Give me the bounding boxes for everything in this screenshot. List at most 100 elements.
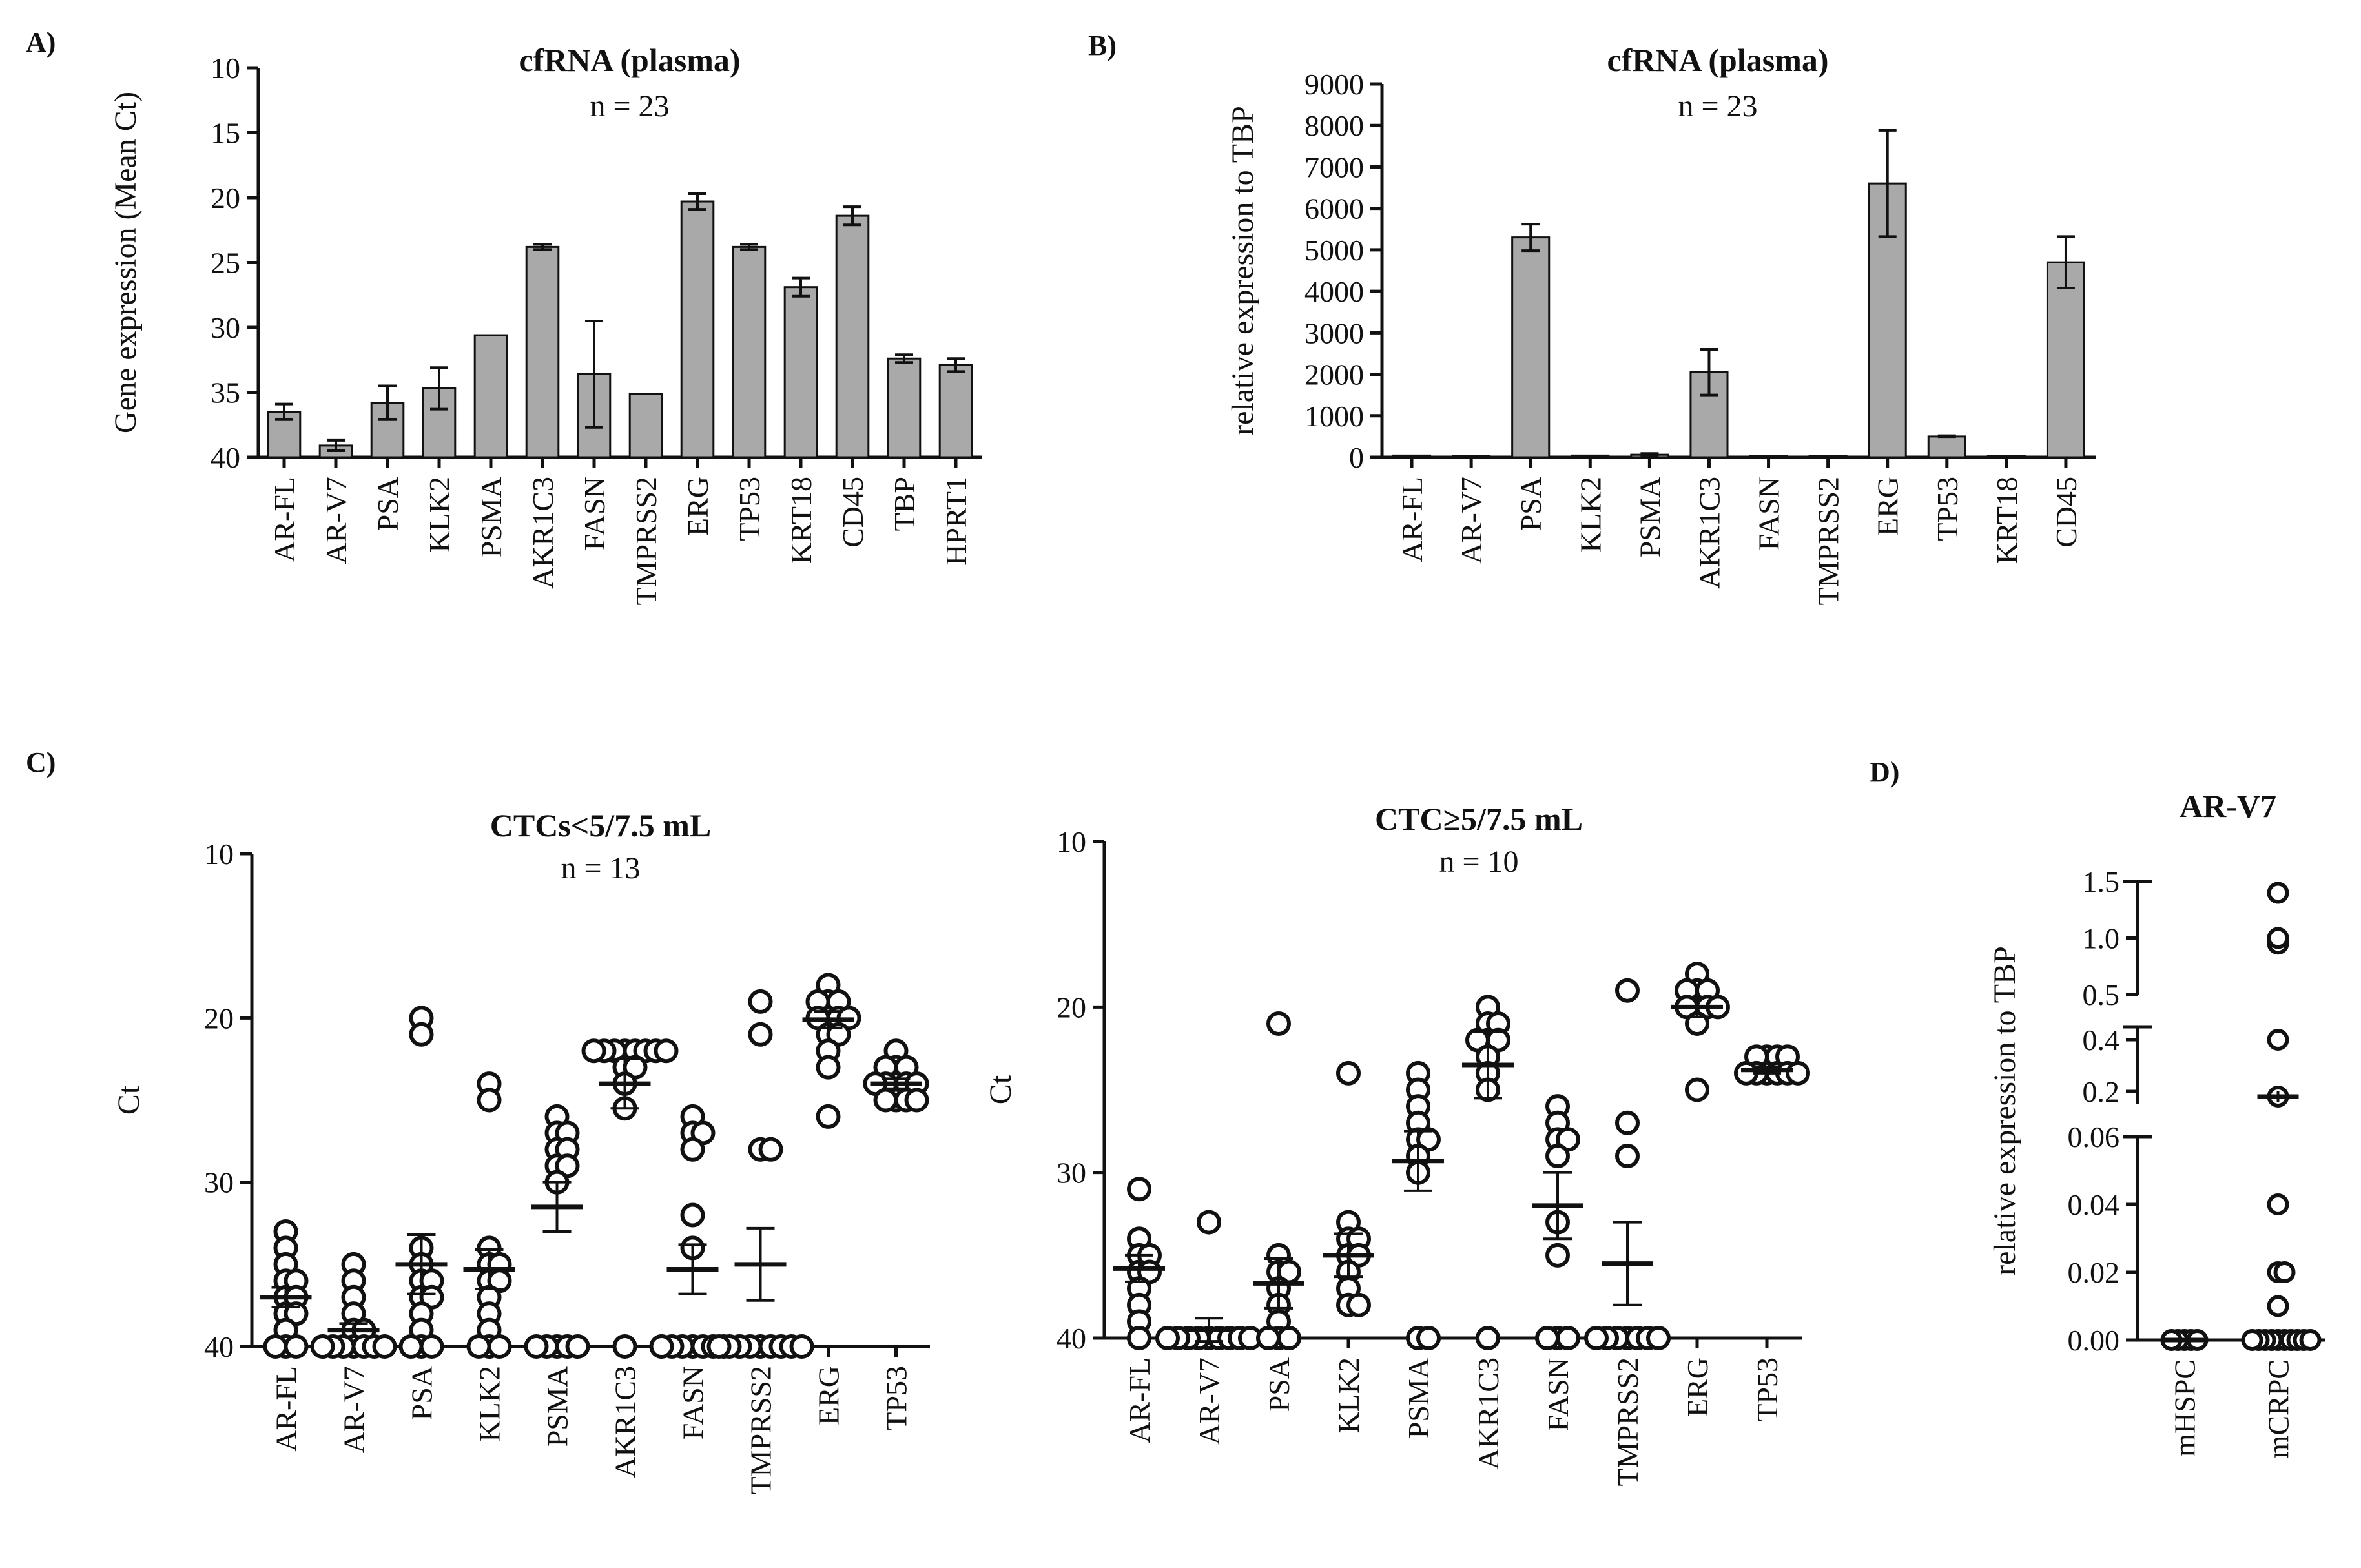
- category-label-psa: PSA: [1263, 1357, 1295, 1412]
- data-point-fasn: [680, 1137, 705, 1162]
- data-point-tmprss2: [1615, 978, 1640, 1003]
- category-label-tmprss2: TMPRSS2: [745, 1366, 778, 1494]
- category-label-ar-v7: AR-V7: [320, 477, 353, 564]
- y-axis-label: Ct: [112, 1085, 146, 1115]
- data-point-tmprss2: [1615, 1110, 1640, 1135]
- data-point-klk2: [1336, 1060, 1361, 1086]
- y-tick-label: 30: [204, 1166, 234, 1199]
- chart-panel-b: 0 1000 2000 3000 4000 5000 6000 7000 8000 9000 AR-…: [1226, 42, 2096, 605]
- chart-panel-a: 10 15 20 25 30 35 40 AR-FL AR-V7 PSA KLK2 PSMA AKR1C…: [108, 42, 982, 605]
- data-point-mcrpc: [2241, 1329, 2263, 1351]
- y-tick-label: 30: [1057, 1157, 1086, 1190]
- bar-hprt1: [938, 364, 973, 459]
- y-tick-label: 0.00: [2068, 1324, 2120, 1357]
- data-point-tp53: [873, 1088, 898, 1113]
- data-point-tp53: [904, 1088, 929, 1113]
- category-label-ar-v7: AR-V7: [338, 1366, 371, 1453]
- category-label-tp53: TP53: [1931, 477, 1964, 541]
- chart-subtitle: n = 13: [561, 851, 640, 885]
- y-tick-label: 0.5: [2083, 978, 2120, 1011]
- category-label-klk2: KLK2: [423, 477, 456, 553]
- y-tick-label: 2000: [1304, 358, 1364, 391]
- y-tick-label: 0: [1349, 441, 1364, 474]
- category-label-mhspc: mHSPC: [2169, 1359, 2201, 1457]
- data-point-tmprss2: [748, 989, 773, 1014]
- data-point-fasn: [1545, 1243, 1570, 1268]
- bar-krt18: [783, 286, 818, 459]
- category-label-tp53: TP53: [880, 1366, 913, 1430]
- data-point-klk2: [477, 1088, 502, 1113]
- data-point-tmprss2: [1584, 1326, 1609, 1350]
- data-point-erg: [1685, 1077, 1709, 1102]
- data-point-fasn: [1545, 1144, 1570, 1169]
- data-point-fasn: [1535, 1326, 1560, 1350]
- data-point-akr1c3: [654, 1038, 679, 1064]
- bar-ar-fl: [1392, 454, 1432, 458]
- data-point-ar-fl: [263, 1334, 288, 1359]
- y-tick-label: 0.02: [2068, 1256, 2120, 1289]
- data-point-klk2: [466, 1334, 491, 1359]
- data-point-psa: [1266, 1011, 1291, 1036]
- category-label-erg: ERG: [681, 477, 714, 536]
- y-axis-label: relative expression to TBP: [1988, 946, 2022, 1275]
- y-tick-label: 40: [204, 1330, 234, 1363]
- data-point-mcrpc: [2299, 1329, 2322, 1351]
- y-axis-label: relative expression to TBP: [1226, 106, 1260, 435]
- panel-label-d: D): [1870, 756, 1899, 788]
- y-tick-label: 40: [1057, 1322, 1086, 1355]
- data-point-psma: [524, 1334, 549, 1359]
- category-label-psa: PSA: [406, 1366, 438, 1420]
- category-label-psma: PSMA: [1633, 477, 1666, 557]
- bar-klk2: [1571, 454, 1610, 458]
- y-tick-label: 1000: [1304, 400, 1364, 433]
- y-tick-label: 0.2: [2083, 1075, 2120, 1108]
- data-point-tmprss2: [1646, 1326, 1671, 1350]
- data-point-psa: [409, 1022, 434, 1047]
- data-point-mcrpc: [2267, 927, 2289, 949]
- category-label-klk2: KLK2: [1332, 1357, 1365, 1434]
- category-label-ar-v7: AR-V7: [1193, 1357, 1226, 1445]
- bar-tp53: [732, 245, 767, 459]
- data-point-akr1c3: [581, 1038, 606, 1064]
- bar-akr1c3: [525, 245, 560, 459]
- category-label-akr1c3: AKR1C3: [609, 1366, 642, 1478]
- data-point-ar-fl: [1127, 1177, 1151, 1202]
- category-label-mcrpc: mCRPC: [2262, 1359, 2295, 1458]
- category-label-erg: ERG: [812, 1366, 845, 1425]
- category-label-psma: PSMA: [541, 1366, 574, 1447]
- bar-tp53: [1927, 435, 1966, 459]
- y-axis-label: Gene expression (Mean Ct): [108, 92, 143, 433]
- category-label-erg: ERG: [1871, 477, 1904, 536]
- y-tick-label: 15: [211, 117, 240, 150]
- category-label-ar-fl: AR-FL: [268, 477, 301, 562]
- category-label-erg: ERG: [1681, 1357, 1714, 1417]
- data-point-erg: [816, 1055, 841, 1080]
- data-point-psa: [398, 1334, 424, 1359]
- data-point-psa: [1277, 1326, 1301, 1350]
- panel-label-b: B): [1088, 30, 1117, 61]
- y-tick-label: 9000: [1304, 68, 1364, 101]
- category-label-psma: PSMA: [1402, 1357, 1435, 1438]
- y-tick-label: 5000: [1304, 234, 1364, 267]
- y-tick-label: 10: [211, 52, 240, 85]
- category-label-psa: PSA: [371, 477, 404, 531]
- y-tick-label: 0.04: [2068, 1188, 2120, 1221]
- category-label-ar-fl: AR-FL: [1396, 477, 1428, 562]
- data-point-mcrpc: [2267, 1029, 2289, 1051]
- data-point-tmprss2: [789, 1334, 814, 1359]
- y-axis-label: Ct: [984, 1075, 1018, 1104]
- data-point-psma: [1416, 1326, 1441, 1350]
- category-label-klk2: KLK2: [1574, 477, 1607, 553]
- y-tick-label: 0.06: [2068, 1120, 2120, 1153]
- data-point-fasn: [649, 1334, 674, 1359]
- category-label-akr1c3: AKR1C3: [526, 477, 559, 589]
- category-label-krt18: KRT18: [785, 477, 818, 564]
- category-label-tmprss2: TMPRSS2: [630, 477, 663, 605]
- chart-title: cfRNA (plasma): [1607, 42, 1828, 78]
- data-point-akr1c3: [1476, 1326, 1500, 1350]
- y-tick-label: 7000: [1304, 150, 1364, 183]
- data-point-psa: [1256, 1326, 1281, 1350]
- y-tick-label: 35: [211, 377, 240, 409]
- data-point-tmprss2: [706, 1334, 732, 1359]
